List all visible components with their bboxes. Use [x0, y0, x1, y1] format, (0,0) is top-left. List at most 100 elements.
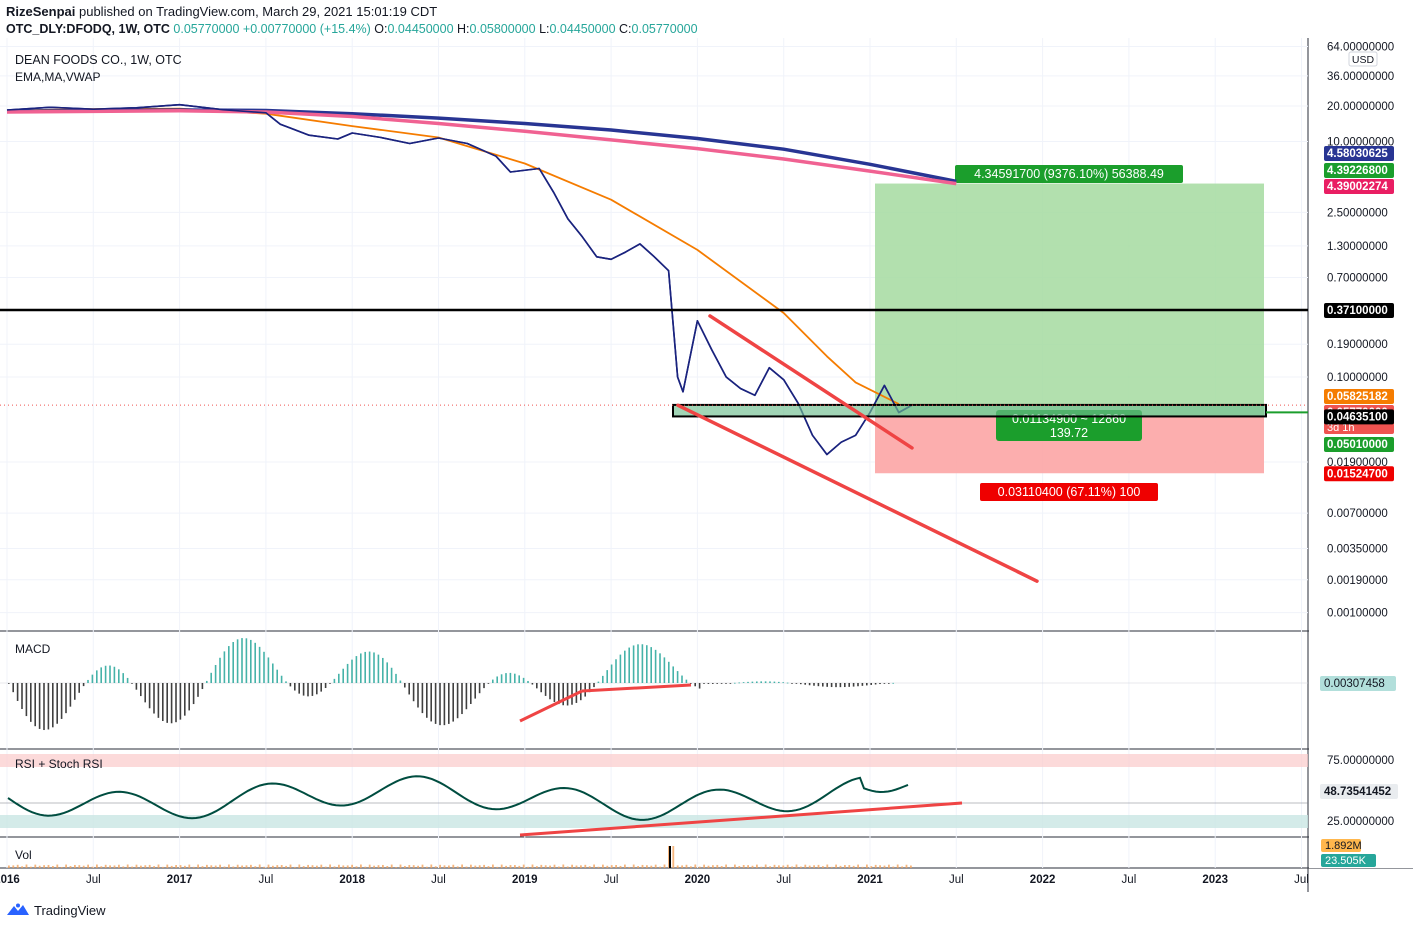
price-badge-label: 4.58030625 — [1327, 148, 1388, 160]
macd-bar — [474, 683, 476, 699]
price-badge-bg — [1324, 466, 1394, 482]
volume-bar — [373, 865, 375, 868]
macd-bar — [258, 646, 261, 683]
volume-bar — [192, 866, 195, 868]
volume-bar — [800, 866, 802, 868]
volume-bar — [496, 866, 499, 868]
macd-bar — [188, 683, 190, 711]
volume-bar — [839, 865, 842, 868]
volume-bar — [113, 865, 116, 868]
chart-canvas[interactable]: 4.34591700 (9376.10%) 56388.49 0.03110400… — [0, 38, 1413, 892]
macd-bar — [74, 683, 76, 700]
rsi-label[interactable]: RSI + Stoch RSI — [15, 757, 103, 771]
volume-bar — [553, 864, 556, 868]
volume-bar — [795, 864, 798, 868]
price-axis-tick: 20.00000000 — [1327, 101, 1394, 113]
volume-bar — [549, 865, 551, 868]
volume-bar — [694, 864, 697, 868]
publisher-name[interactable]: RizeSenpai — [6, 4, 76, 19]
macd-bar — [206, 680, 208, 683]
volume-bar — [122, 866, 125, 868]
macd-bar — [254, 642, 256, 683]
volume-bar — [566, 866, 569, 868]
volume-bar — [232, 866, 235, 868]
macd-bar — [536, 683, 538, 689]
macd-bar — [527, 680, 529, 683]
macd-bar — [82, 683, 85, 687]
macd-bar — [272, 663, 274, 683]
volume-bar — [426, 866, 428, 868]
volume-bar — [386, 866, 389, 868]
volume-bar — [456, 866, 459, 868]
volume-bar — [43, 865, 45, 868]
price-line-top — [6, 103, 913, 456]
ohlc-c: 0.05770000 — [631, 22, 698, 36]
macd-bar — [16, 683, 19, 701]
macd-bar — [30, 683, 32, 722]
macd-bar — [175, 683, 177, 723]
macd-bar — [500, 674, 503, 683]
drawings[interactable] — [0, 308, 1308, 583]
macd-bar — [179, 683, 182, 720]
macd-bar — [742, 682, 745, 683]
volume-bar — [742, 864, 745, 868]
macd-bar — [804, 683, 806, 685]
macd-label[interactable]: MACD — [15, 642, 51, 656]
volume-bar — [25, 864, 28, 868]
macd-bar — [267, 657, 270, 683]
price-badge: 0.01524700 — [1324, 466, 1394, 482]
macd-bar — [294, 683, 296, 691]
volume-bar — [874, 864, 877, 868]
volume-bar — [294, 866, 296, 868]
volume-bar — [210, 865, 213, 868]
volume-bar — [725, 864, 727, 868]
time-axis[interactable]: 2016 Jul 2017 Jul 2018 Jul 2019 Jul 2020 Jul 2021 J… — [0, 874, 1309, 886]
volume-bar — [201, 866, 204, 868]
macd-bar — [276, 669, 278, 683]
volume-bar — [663, 864, 666, 868]
macd-bar — [461, 683, 463, 715]
volume-bar — [355, 866, 358, 868]
rsi-tick-75: 75.00000000 — [1327, 755, 1394, 767]
macd-bar — [764, 681, 767, 683]
legend-studies[interactable]: EMA,MA,VWAP — [15, 70, 101, 84]
price-axis[interactable]: 64.00000000 36.00000000 20.00000000 10.0000… — [1309, 38, 1413, 868]
price-badge: 0.05010000 — [1324, 437, 1394, 452]
volume-bar — [404, 865, 406, 868]
macd-bar — [241, 638, 243, 683]
macd-value: 0.00307458 — [1324, 678, 1385, 690]
vol-label[interactable]: Vol — [15, 848, 32, 862]
volume-bar — [558, 866, 560, 868]
long-position-tool[interactable]: 4.34591700 (9376.10%) 56388.49 0.03110400… — [875, 165, 1264, 501]
time-axis-label: 2019 — [512, 874, 538, 886]
macd-bar — [663, 657, 666, 683]
time-axis-label: 2017 — [167, 874, 193, 886]
macd-bar — [12, 683, 14, 693]
rsi-trendline — [519, 801, 963, 837]
volume-bar — [65, 864, 67, 868]
macd-bar — [236, 639, 239, 683]
macd-bar — [65, 683, 67, 714]
volume-bar — [760, 866, 763, 868]
macd-bar — [549, 683, 551, 700]
macd-bar — [685, 679, 688, 683]
volume-bar — [241, 865, 243, 868]
macd-bar — [285, 681, 287, 683]
volume-bar — [676, 865, 679, 868]
tradingview-brand[interactable]: TradingView — [34, 903, 106, 918]
volume-bar — [461, 864, 463, 868]
volume-bar — [21, 866, 23, 868]
volume-bar — [368, 864, 371, 868]
macd-bar — [522, 677, 525, 683]
volume-bar — [118, 864, 120, 868]
macd-bar — [452, 683, 454, 722]
macd-bar — [866, 683, 868, 686]
macd-bar — [602, 675, 604, 683]
volume-bar — [628, 866, 631, 868]
volume-bar — [280, 865, 283, 868]
ohlc-l-label: L: — [539, 22, 550, 36]
rsi-overbought-band — [0, 754, 1308, 767]
ohlc-o: 0.04450000 — [387, 22, 454, 36]
volume-bar — [69, 865, 72, 868]
volume-bar — [197, 864, 199, 868]
